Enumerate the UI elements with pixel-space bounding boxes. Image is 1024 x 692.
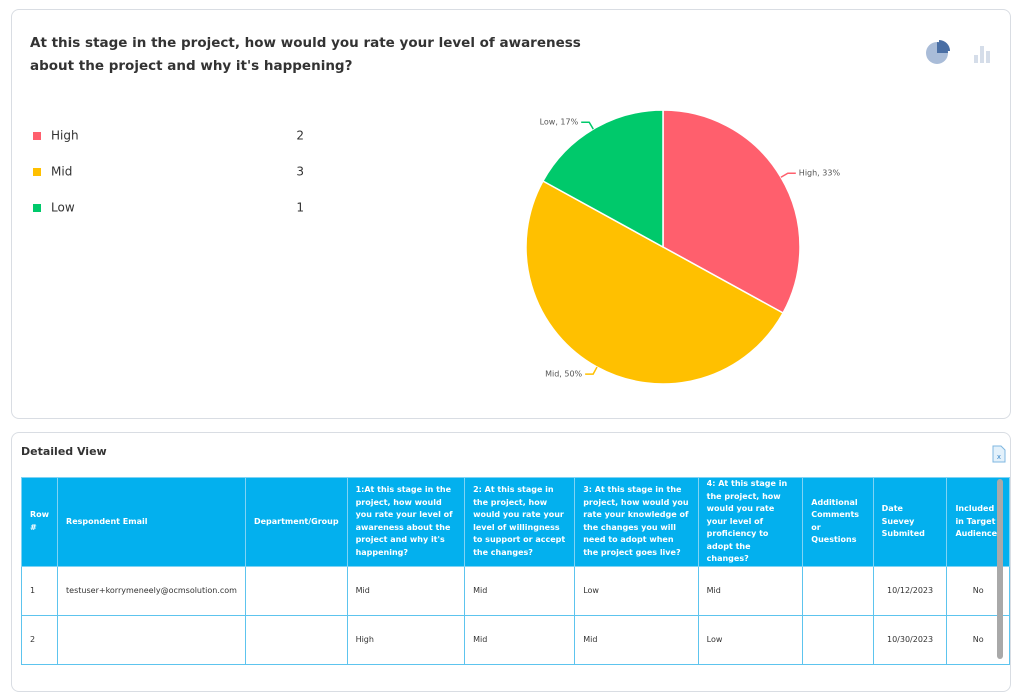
excel-export-icon[interactable]: x — [992, 445, 1006, 463]
pie-slice — [541, 109, 664, 249]
legend-count: 2 — [296, 129, 304, 143]
column-header: 3: At this stage in the project, how wou… — [574, 477, 699, 567]
table-cell: High — [346, 614, 466, 665]
table-cell: Low — [697, 614, 804, 665]
table-cell — [244, 565, 348, 616]
legend-swatch — [33, 204, 41, 212]
legend-count: 3 — [296, 165, 304, 179]
legend-swatch — [33, 168, 41, 176]
slice-label: Low, 17% — [540, 118, 579, 127]
table-cell: Mid — [464, 565, 576, 616]
chart-card: At this stage in the project, how would … — [11, 9, 1011, 419]
bar-icon[interactable] — [974, 46, 990, 63]
table-cell: Mid — [464, 614, 576, 665]
leader-line — [581, 121, 594, 130]
table-cell: Mid — [346, 565, 466, 616]
table-cell: 1 — [20, 565, 59, 616]
svg-text:x: x — [997, 453, 1001, 461]
legend-label: High — [51, 129, 79, 143]
leader-line — [585, 366, 598, 375]
table-cell: Mid — [697, 565, 804, 616]
page: {"chart_data": {"type": "pie", "title": … — [11, 9, 1011, 692]
table-cell — [57, 614, 246, 665]
table-cell: 10/30/2023 — [872, 614, 948, 665]
scrollbar[interactable] — [997, 479, 1003, 659]
table-card: Detailed View x Row # Respondent Email Dep… — [11, 432, 1011, 692]
column-header: Respondent Email — [57, 477, 246, 567]
table-title: Detailed View — [21, 445, 107, 458]
table-cell: 2 — [20, 614, 59, 665]
column-header: Additional Comments or Questions — [802, 477, 874, 567]
pie-slice — [662, 109, 801, 315]
table-row: 2 High Mid Mid Low 10/30/2023 No — [20, 614, 1010, 665]
column-header: 4: At this stage in the project, how wou… — [697, 477, 804, 567]
table-cell — [244, 614, 348, 665]
table-row: 1 testuser+korrymeneely@ocmsolution.com Mi… — [20, 565, 1010, 616]
table-cell: Mid — [574, 614, 699, 665]
legend-label: Low — [51, 201, 75, 215]
legend-label: Mid — [51, 165, 72, 179]
legend-swatch — [33, 132, 41, 140]
detail-table: Row # Respondent Email Department/Group 1:A… — [20, 477, 1010, 665]
column-header: Date Suevey Submited — [872, 477, 948, 567]
leader-line — [780, 172, 796, 178]
table-cell: testuser+korrymeneely@ocmsolution.com — [57, 565, 246, 616]
column-header: Department/Group — [244, 477, 348, 567]
chart-title: At this stage in the project, how would … — [30, 35, 581, 74]
chart: High 2 Mid 3 Low 1 High, 33% Mid, 50% Low, 17% — [33, 40, 990, 385]
table-cell: 10/12/2023 — [872, 565, 948, 616]
table-cell — [802, 614, 874, 665]
column-header: 2: At this stage in the project, how wou… — [464, 477, 576, 567]
table-cell — [802, 565, 874, 616]
pie-icon[interactable] — [926, 40, 950, 64]
table-cell: Low — [574, 565, 699, 616]
slice-label: Mid, 50% — [545, 370, 582, 379]
column-header: 1:At this stage in the project, how woul… — [346, 477, 466, 567]
column-header: Row # — [20, 477, 59, 567]
legend-count: 1 — [296, 201, 304, 215]
slice-label: High, 33% — [799, 169, 841, 178]
